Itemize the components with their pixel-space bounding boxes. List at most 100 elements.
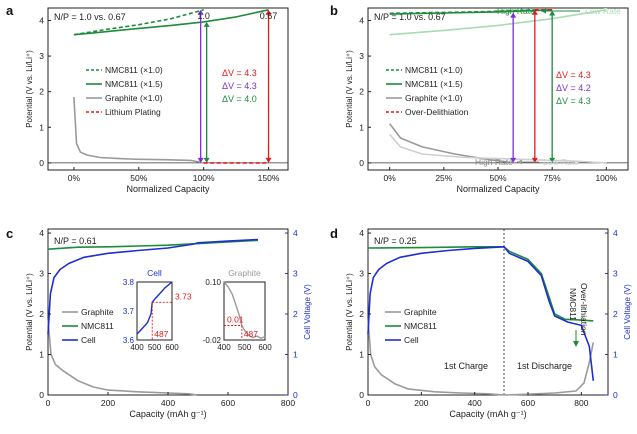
red-arrow-head-top xyxy=(531,9,538,15)
series-line xyxy=(389,9,607,36)
legend-label: Graphite xyxy=(81,307,114,317)
y-tick-label: 4 xyxy=(39,15,44,25)
y-axis-label: Potential (V vs. Li/Li⁺) xyxy=(345,273,354,351)
series-line xyxy=(47,239,259,250)
x-tick-label: 0 xyxy=(46,398,51,408)
y-tick-label: 2 xyxy=(359,309,364,319)
y-tick-label: 3 xyxy=(39,51,44,61)
inset-marker-value: 0.01 xyxy=(227,315,244,325)
phase-label-charge: 1st Charge xyxy=(444,361,488,371)
inset-y-tick-label: 0.10 xyxy=(205,278,221,287)
legend-label: NMC811 (×1.5) xyxy=(405,79,463,89)
x-tick-label: 400 xyxy=(161,398,175,408)
inset-x-tick-label: 600 xyxy=(258,343,272,352)
panel-c: c N/P = 0.61GraphiteNMC811CellCell3.73487… xyxy=(6,226,312,419)
y-tick-label: 1 xyxy=(359,350,364,360)
inset-marker-x: 487 xyxy=(244,329,258,339)
legend-label: Graphite (×1.0) xyxy=(405,93,463,103)
x-tick-label: 25% xyxy=(435,173,452,183)
x-tick-label: 100% xyxy=(595,173,617,183)
red-arrow-head-top xyxy=(265,9,272,15)
x-tick-label: 800 xyxy=(281,398,295,408)
delta-v-label: ΔV = 4.3 xyxy=(556,70,591,80)
x-tick-label: 600 xyxy=(221,398,235,408)
inset-x-tick-label: 400 xyxy=(217,343,231,352)
panel-b: b N/P = 1.0 vs. 0.67 High Rate Low Rate High… xyxy=(330,3,629,194)
x-tick-label: 0% xyxy=(68,173,81,183)
y-tick-label: 2 xyxy=(39,87,44,97)
series-line xyxy=(73,96,204,164)
x-tick-label: 200 xyxy=(101,398,115,408)
legend-label: NMC811 xyxy=(81,321,114,331)
inset-x-tick-label: 400 xyxy=(130,343,144,352)
panel-letter: c xyxy=(6,226,13,241)
x-axis-label: Normalized Capacity xyxy=(126,184,210,194)
rate-label-high: High Rate xyxy=(497,6,535,16)
x-tick-label: 50% xyxy=(489,173,506,183)
y2-tick-label: 1 xyxy=(293,350,298,360)
y-tick-label: 1 xyxy=(359,122,364,132)
delta-v-label: ΔV = 4.3 xyxy=(556,96,591,106)
purple-arrow-head-bottom xyxy=(197,157,204,163)
inset-y-tick-label: -0.02 xyxy=(203,336,222,345)
delta-v-label: ΔV = 4.0 xyxy=(222,94,257,104)
y2-tick-label: 2 xyxy=(293,309,298,319)
panel-letter: b xyxy=(330,3,338,18)
series-line xyxy=(47,238,259,335)
legend-label: Cell xyxy=(81,335,96,345)
series-line xyxy=(389,123,514,164)
panel-d: d N/P = 0.25 1st Charge 1st Discharge NMC811… xyxy=(330,226,632,419)
inset-title: Cell xyxy=(147,268,162,278)
np-label: 1.0 xyxy=(197,11,210,21)
rate-label-low: Low Rate xyxy=(543,157,579,167)
inset-marker-value: 3.73 xyxy=(175,291,192,301)
rate-label-high: High Rate xyxy=(475,157,513,167)
np-label: 0.67 xyxy=(260,11,278,21)
x-tick-label: 0% xyxy=(384,173,397,183)
x-tick-label: 0 xyxy=(366,398,371,408)
y-tick-label: 0 xyxy=(39,158,44,168)
y-tick-label: 2 xyxy=(39,309,44,319)
y-tick-label: 0 xyxy=(39,390,44,400)
y2-tick-label: 3 xyxy=(293,269,298,279)
series-line xyxy=(367,246,594,322)
x-axis-label: Normalized Capacity xyxy=(456,184,540,194)
legend-label: Lithium Plating xyxy=(105,107,161,117)
y2-tick-label: 2 xyxy=(613,309,618,319)
x-tick-label: 100% xyxy=(193,173,215,183)
x-tick-label: 200 xyxy=(414,398,428,408)
rate-arrow-top-head xyxy=(541,8,546,14)
purple-arrow-head-bottom xyxy=(510,157,517,163)
delta-v-label: ΔV = 4.3 xyxy=(222,81,257,91)
plot-frame xyxy=(47,7,289,171)
inset-marker-x: 487 xyxy=(154,329,168,339)
red-arrow-head-bottom xyxy=(531,157,538,163)
inset-x-tick-label: 500 xyxy=(238,343,252,352)
red-arrow-head-bottom xyxy=(265,157,272,163)
inset-frame xyxy=(136,281,173,341)
over-lithiation-label: Over-lithiation xyxy=(579,283,589,336)
chart-title: N/P = 1.0 vs. 0.67 xyxy=(54,12,126,22)
panel-a: a N/P = 1.0 vs. 0.67 1.0 0.67 ΔV = 4.3 ΔV = 4… xyxy=(6,3,289,194)
x-tick-label: 600 xyxy=(521,398,535,408)
inset-y-tick-label: 3.7 xyxy=(123,307,135,316)
legend-label: Graphite xyxy=(404,307,437,317)
phase-label-discharge: 1st Discharge xyxy=(517,361,572,371)
inset-y-tick-label: 3.6 xyxy=(123,336,135,345)
series-line xyxy=(367,320,595,396)
green-arrow-head-top xyxy=(549,10,556,16)
y-axis-label: Potential (V vs. Li/Li⁺) xyxy=(25,273,34,351)
y2-tick-label: 3 xyxy=(613,269,618,279)
panel-letter: d xyxy=(330,226,338,241)
y-tick-label: 0 xyxy=(359,158,364,168)
rate-label-low: Low Rate xyxy=(585,6,621,16)
green-arrow-head-bottom xyxy=(203,157,210,163)
y-tick-label: 0 xyxy=(359,390,364,400)
y2-tick-label: 4 xyxy=(613,228,618,238)
delta-v-label: ΔV = 4.3 xyxy=(222,68,257,78)
y-tick-label: 3 xyxy=(39,269,44,279)
x-tick-label: 150% xyxy=(258,173,280,183)
x-axis-label: Capacity (mAh g⁻¹) xyxy=(129,409,206,419)
y-axis-label: Potential (V vs. Li/Li⁺) xyxy=(345,50,354,128)
plot-frame xyxy=(367,228,609,396)
